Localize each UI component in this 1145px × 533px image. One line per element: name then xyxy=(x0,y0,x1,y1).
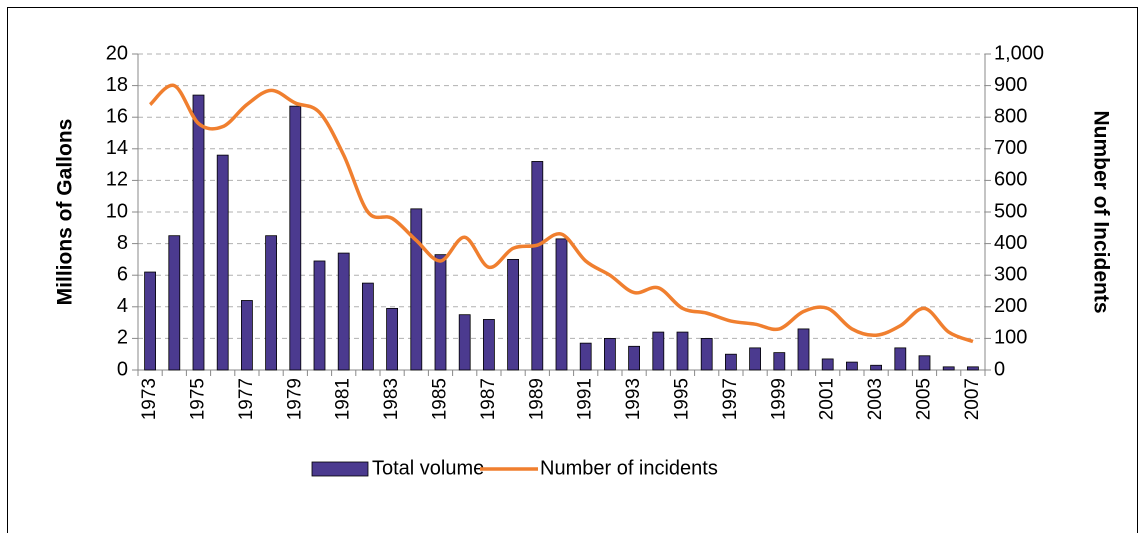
bar xyxy=(313,260,326,371)
bar xyxy=(555,238,568,371)
y-tick-label: 16 xyxy=(106,105,128,127)
bar xyxy=(507,258,520,371)
y2-tick-label: 900 xyxy=(994,74,1027,96)
y-axis-title: Millions of Gallons xyxy=(54,119,77,306)
legend-swatch xyxy=(311,461,369,477)
legend-label: Number of incidents xyxy=(540,457,718,479)
bar xyxy=(773,352,786,371)
bar xyxy=(386,307,399,371)
x-tick-label: 1987 xyxy=(478,378,499,420)
y2-tick-label: 600 xyxy=(994,169,1027,191)
y2-tick-label: 300 xyxy=(994,263,1027,285)
y2-tick-label: 700 xyxy=(994,137,1027,159)
bar xyxy=(579,342,592,371)
bar xyxy=(821,358,834,371)
bar xyxy=(434,254,447,371)
x-tick-label: 1983 xyxy=(381,378,402,420)
y-tick-label: 10 xyxy=(106,200,128,222)
bar xyxy=(942,366,955,371)
y2-axis-title: Number of Incidents xyxy=(1089,110,1112,313)
y2-tick-label: 500 xyxy=(994,200,1027,222)
bar xyxy=(846,361,858,371)
bar xyxy=(700,337,713,371)
bar xyxy=(144,271,157,371)
legend-label: Total volume xyxy=(372,457,484,479)
y-tick-label: 2 xyxy=(117,327,128,349)
x-tick-label: 2003 xyxy=(865,378,886,420)
line xyxy=(148,83,974,344)
bar xyxy=(410,208,423,371)
bar xyxy=(192,94,205,371)
bar xyxy=(676,331,689,371)
x-tick-label: 2005 xyxy=(914,378,935,420)
bar xyxy=(458,314,471,371)
bar xyxy=(894,347,907,371)
chart-border xyxy=(7,7,1138,533)
bar xyxy=(531,161,544,371)
x-tick-label: 1975 xyxy=(188,378,209,420)
bar xyxy=(749,347,761,371)
y-tick-label: 20 xyxy=(106,42,128,64)
x-tick-label: 1977 xyxy=(236,378,257,420)
x-tick-label: 1981 xyxy=(333,378,354,420)
x-tick-label: 1999 xyxy=(768,378,789,420)
y-tick-label: 4 xyxy=(117,295,128,317)
x-tick-label: 1991 xyxy=(575,378,596,420)
x-tick-label: 1995 xyxy=(672,378,693,420)
y2-tick-label: 200 xyxy=(994,295,1027,317)
bar xyxy=(168,235,181,371)
bar xyxy=(797,328,810,371)
bar xyxy=(918,355,931,371)
bar xyxy=(240,300,253,371)
y-tick-label: 6 xyxy=(117,263,128,285)
y-tick-label: 12 xyxy=(106,169,128,191)
y-tick-label: 8 xyxy=(117,232,128,254)
bar xyxy=(482,319,495,371)
bar xyxy=(967,366,979,371)
x-tick-label: 1997 xyxy=(720,378,741,420)
bar xyxy=(870,364,882,371)
y2-tick-label: 400 xyxy=(994,232,1027,254)
bar xyxy=(652,331,665,371)
x-tick-label: 1973 xyxy=(139,378,160,420)
bar xyxy=(289,105,302,371)
bar xyxy=(604,337,616,371)
x-tick-label: 1993 xyxy=(623,378,644,420)
bar xyxy=(337,252,350,371)
y-tick-label: 14 xyxy=(106,137,128,159)
y-tick-label: 0 xyxy=(117,358,128,380)
x-tick-label: 1979 xyxy=(284,378,305,420)
y-tick-label: 18 xyxy=(106,74,128,96)
y2-tick-label: 0 xyxy=(994,358,1005,380)
x-tick-label: 2007 xyxy=(962,378,983,420)
bar xyxy=(216,154,229,371)
bar xyxy=(628,345,640,371)
y2-tick-label: 1,000 xyxy=(994,42,1044,64)
bar xyxy=(725,353,737,371)
y2-tick-label: 800 xyxy=(994,105,1027,127)
bar xyxy=(361,282,374,371)
x-tick-label: 1985 xyxy=(430,378,451,420)
bar xyxy=(265,235,278,371)
x-tick-label: 1989 xyxy=(526,378,547,420)
y2-tick-label: 100 xyxy=(994,327,1027,349)
x-tick-label: 2001 xyxy=(817,378,838,420)
